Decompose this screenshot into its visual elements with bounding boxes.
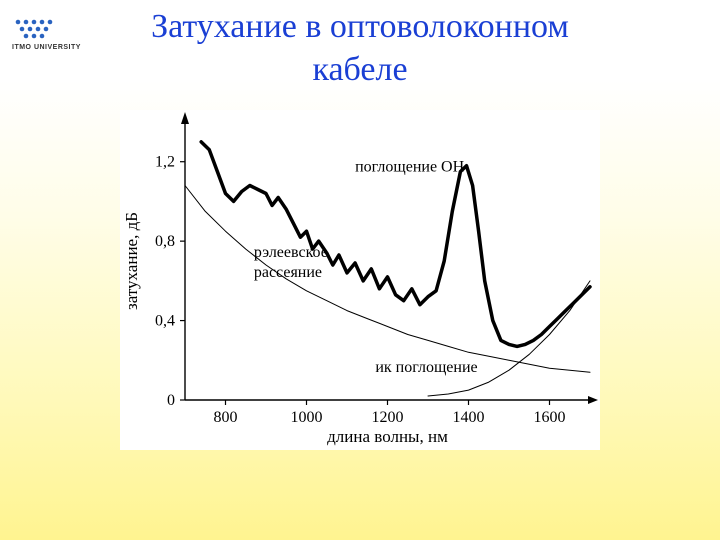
xtick-4: 1600 bbox=[534, 409, 566, 426]
x-axis-label: длина волны, нм bbox=[327, 427, 448, 446]
ytick-2: 0,8 bbox=[155, 233, 175, 250]
page-title: Затухание в оптоволоконномкабеле bbox=[0, 6, 720, 91]
ytick-0: 0 bbox=[167, 392, 175, 409]
annotation-rayleigh2: рассеяние bbox=[254, 264, 322, 281]
annotation-ir: ик поглощение bbox=[375, 359, 477, 376]
annotation-oh: поглощение ОН bbox=[355, 159, 465, 176]
y-axis-label: затухание, дБ bbox=[122, 212, 141, 310]
ytick-1: 0,4 bbox=[155, 313, 175, 330]
ytick-3: 1,2 bbox=[155, 154, 175, 171]
chart-svg: 0 0,4 0,8 1,2 800 1000 1200 1400 1600 поглощени… bbox=[120, 110, 600, 450]
series-ir_absorption bbox=[428, 281, 590, 396]
title-text: Затухание в оптоволоконномкабеле bbox=[151, 8, 569, 88]
attenuation-chart: 0 0,4 0,8 1,2 800 1000 1200 1400 1600 поглощени… bbox=[120, 110, 600, 450]
xtick-2: 1200 bbox=[372, 409, 404, 426]
xtick-3: 1400 bbox=[453, 409, 485, 426]
xtick-0: 800 bbox=[214, 409, 238, 426]
annotation-rayleigh1: рэлеевское bbox=[254, 244, 328, 261]
xtick-1: 1000 bbox=[291, 409, 323, 426]
